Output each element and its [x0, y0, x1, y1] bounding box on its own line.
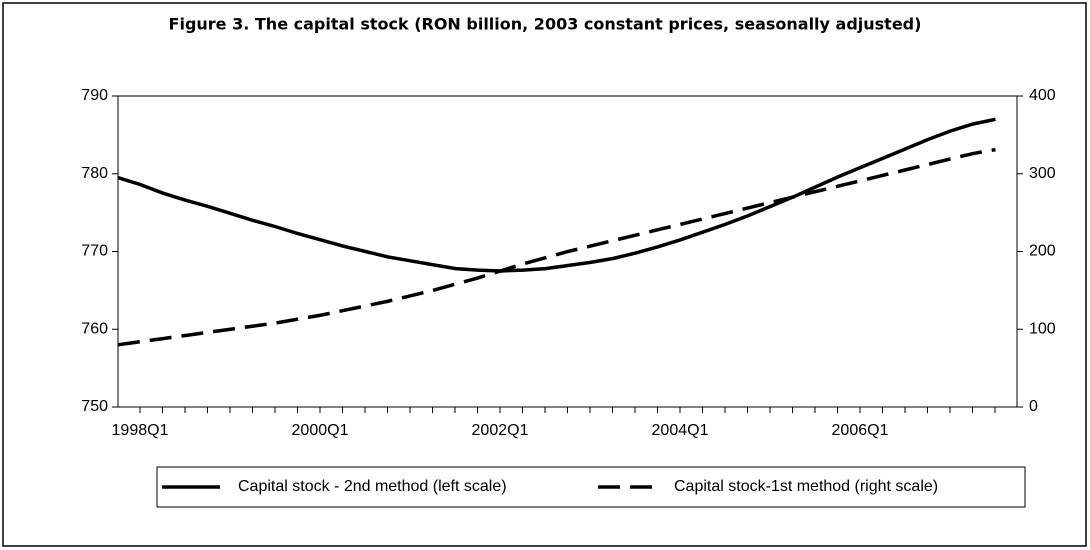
x-tick-label: 1998Q1 [112, 422, 169, 439]
y-tick-label: 790 [81, 87, 108, 104]
y2-tick-label: 100 [1029, 320, 1056, 337]
y-tick-label: 750 [81, 398, 108, 415]
y-tick-label: 780 [81, 165, 108, 182]
legend-label: Capital stock - 2nd method (left scale) [238, 478, 507, 495]
x-tick-label: 2006Q1 [832, 422, 889, 439]
series-line [117, 117, 996, 273]
y2-tick-label: 200 [1029, 243, 1056, 260]
series-line [117, 147, 996, 347]
legend-box [156, 466, 1026, 508]
y2-tick-label: 300 [1029, 165, 1056, 182]
y2-tick-label: 0 [1029, 398, 1038, 415]
x-tick-label: 2002Q1 [472, 422, 529, 439]
x-tick-label: 2004Q1 [652, 422, 709, 439]
legend-label: Capital stock-1st method (right scale) [674, 478, 938, 495]
chart-title: Figure 3. The capital stock (RON billion… [169, 15, 922, 34]
x-tick-label: 2000Q1 [292, 422, 349, 439]
y-tick-label: 760 [81, 320, 108, 337]
y-tick-label: 770 [81, 243, 108, 260]
y2-tick-label: 400 [1029, 87, 1056, 104]
